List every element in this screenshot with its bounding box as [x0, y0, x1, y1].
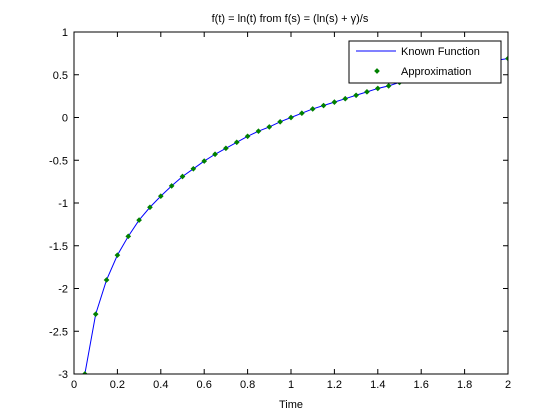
- legend-swatch-approximation: [374, 68, 380, 74]
- approximation-point: [157, 193, 164, 199]
- y-tick-label: -0.5: [49, 155, 68, 167]
- approximation-point: [331, 99, 338, 105]
- x-tick-label: 0.8: [240, 379, 255, 391]
- approximation-point: [92, 311, 99, 317]
- x-tick-label: 1.8: [457, 379, 472, 391]
- approximation-point: [114, 252, 121, 258]
- approximation-point: [212, 151, 218, 158]
- approximation-point: [353, 92, 359, 99]
- approximation-point: [168, 183, 175, 189]
- x-tick-label: 1.2: [327, 379, 342, 391]
- approximation-point: [82, 371, 88, 374]
- y-tick-label: -1.5: [49, 241, 68, 253]
- x-tick-label: 1: [288, 379, 294, 391]
- plot-area: [74, 32, 508, 374]
- approximation-point: [374, 85, 381, 92]
- approximation-point: [223, 145, 229, 152]
- y-tick-label: -2: [58, 284, 68, 296]
- approximation-point: [320, 102, 327, 109]
- approximation-point: [277, 118, 283, 125]
- x-tick-label: 1.6: [414, 379, 429, 391]
- x-tick-label: 2: [505, 379, 511, 391]
- approximation-point: [309, 106, 316, 112]
- approximation-point: [342, 95, 349, 102]
- axes-box: [73, 31, 509, 375]
- y-tick-label: -1: [58, 198, 68, 210]
- approximation-point: [201, 158, 208, 164]
- approximation-point: [103, 277, 110, 283]
- y-tick-label: 1: [62, 27, 68, 39]
- approximation-point: [179, 173, 186, 180]
- legend: Known Function Approximation: [348, 40, 502, 84]
- y-tick-label: -2.5: [49, 326, 68, 338]
- approximation-point: [255, 128, 262, 135]
- x-tick-label: 1.4: [370, 379, 385, 391]
- approximation-point: [233, 139, 240, 146]
- legend-box: [348, 40, 502, 84]
- x-tick-label: 0.6: [197, 379, 212, 391]
- approximation-point: [136, 217, 142, 223]
- legend-label-approximation: Approximation: [401, 66, 471, 78]
- approximation-point: [385, 83, 392, 89]
- axis-ticks-group: 0 0.2 0.4 0.6 0.8 1 1.2 1.4 1.6 1.8 2 1 0.5 0 -0.5 -1 -1…: [49, 27, 511, 391]
- legend-label-known-function: Known Function: [401, 46, 480, 58]
- approximation-point: [244, 133, 251, 140]
- approximation-point: [266, 124, 273, 130]
- approximation-point: [125, 233, 132, 240]
- x-tick-label: 0.4: [153, 379, 168, 391]
- approximation-point: [299, 110, 305, 117]
- y-tick-label: -3: [58, 369, 68, 381]
- y-tick-label: 0: [62, 113, 68, 125]
- y-tick-label: 0.5: [53, 70, 68, 82]
- approximation-point: [147, 204, 153, 211]
- chart-title: f(t) = ln(t) from f(s) = (ln(s) + γ)/s: [212, 13, 369, 25]
- approximation-point: [190, 165, 197, 172]
- x-axis-label: Time: [279, 399, 303, 411]
- approximation-point: [364, 89, 370, 95]
- x-tick-label: 0: [71, 379, 77, 391]
- approximation-point: [288, 114, 294, 121]
- x-tick-label: 0.2: [110, 379, 125, 391]
